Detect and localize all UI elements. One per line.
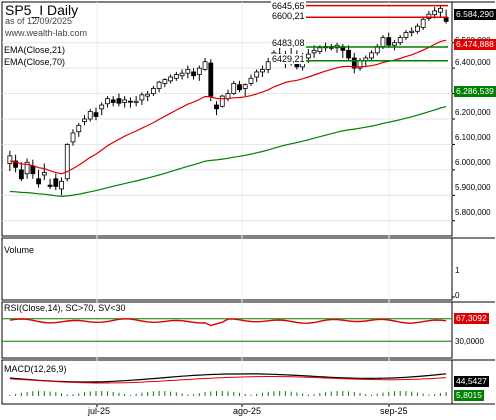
candle-body [139, 94, 145, 101]
candle-body [409, 30, 415, 33]
candle-body [283, 55, 288, 58]
candle-body [82, 118, 87, 122]
panel-frame [1, 301, 453, 359]
candle-body [122, 99, 128, 103]
candle-body [231, 82, 237, 94]
candle-body [7, 155, 13, 164]
ema-long-line [9, 106, 447, 198]
candle-body [156, 81, 162, 89]
ema-short-line [9, 39, 447, 175]
candle-body [70, 132, 76, 143]
candle-body [397, 37, 403, 44]
macd-signal-line [9, 376, 447, 384]
candle-body [237, 84, 242, 91]
candle-body [24, 161, 30, 175]
candle-body [179, 72, 185, 77]
candle-body [145, 93, 151, 97]
candle-body [351, 57, 357, 69]
candle-body [208, 62, 214, 97]
candle-body [99, 104, 105, 110]
candle-body [271, 52, 277, 61]
candle-body [105, 98, 110, 105]
candle-body [133, 100, 139, 103]
candle-body [76, 124, 82, 133]
candle-body [420, 18, 426, 28]
candle-body [191, 71, 196, 77]
candle-body [30, 165, 36, 175]
candle-body [93, 112, 99, 117]
candle-body [415, 25, 420, 32]
candle-body [13, 160, 19, 168]
candle-body [219, 95, 225, 107]
candle-body [18, 169, 24, 180]
candle-body [392, 42, 397, 46]
candle-body [380, 37, 386, 47]
candle-body [87, 110, 93, 120]
candle-body [128, 100, 133, 103]
candle-body [294, 62, 300, 68]
candle-body [116, 98, 122, 104]
candle-body [162, 79, 168, 84]
candle-body [248, 77, 254, 84]
candle-body [346, 49, 351, 59]
candle-body [53, 178, 59, 187]
candle-body [242, 84, 248, 89]
candle-body [173, 74, 179, 79]
candle-body [386, 37, 392, 46]
candle-body [36, 178, 41, 185]
candle-body [202, 61, 208, 70]
candle-body [110, 99, 116, 103]
rsi-line [9, 318, 447, 327]
candle-body [254, 71, 260, 78]
candle-body [150, 88, 156, 94]
candle-body [288, 55, 294, 64]
candle-body [214, 104, 219, 110]
panel-frame [1, 237, 453, 301]
candle-body [432, 10, 438, 16]
candle-body [277, 53, 283, 58]
candle-body [64, 144, 70, 180]
candle-body [196, 67, 202, 75]
candle-body [305, 53, 311, 59]
candle-body [59, 180, 64, 190]
candle-body [426, 13, 432, 19]
candle-body [47, 184, 53, 187]
candle-body [369, 52, 374, 59]
candle-body [185, 69, 191, 74]
panel-frame [1, 359, 453, 405]
candle-body [41, 172, 47, 176]
macd-line [9, 373, 447, 383]
candle-body [260, 69, 265, 73]
candle-body [403, 32, 409, 39]
candle-body [168, 76, 173, 82]
candle-body [311, 49, 317, 54]
candle-body [317, 47, 323, 52]
candle-body [300, 57, 306, 68]
candle-body [437, 7, 443, 13]
candle-body [265, 61, 271, 70]
